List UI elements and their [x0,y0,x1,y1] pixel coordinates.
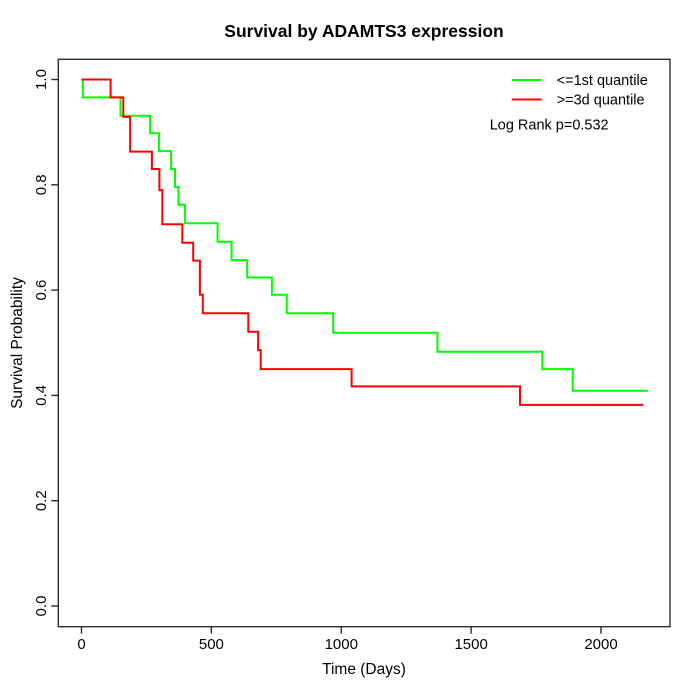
y-tick-label: 0.8 [33,174,50,195]
survival-curve-low-expression [81,78,649,392]
plot-area-border [57,58,671,628]
survival-curves [81,78,649,406]
x-tick-label: 2000 [584,636,617,653]
log-rank-p-value: Log Rank p=0.532 [490,118,609,134]
y-tick-label: 0.0 [33,596,50,617]
x-tick-label: 0 [77,636,85,653]
legend-entry-label: <=1st quantile [557,73,648,89]
y-tick-label: 0.6 [33,280,50,301]
x-tick-label: 1500 [454,636,487,653]
x-axis-ticks: 0 500 1000 1500 2000 [77,626,618,653]
legend-entry-label: >=3d quantile [557,93,645,109]
x-tick-label: 1000 [325,636,358,653]
y-tick-label: 1.0 [33,69,50,90]
chart-title: Survival by ADAMTS3 expression [224,21,503,41]
survival-curve-high-expression [81,78,644,406]
x-axis-label: Time (Days) [322,661,406,678]
y-axis-ticks: 0.0 0.2 0.4 0.6 0.8 1.0 [33,69,59,617]
y-tick-label: 0.2 [33,490,50,511]
legend: <=1st quantile >=3d quantile Log Rank p=0.… [490,73,648,134]
x-tick-label: 500 [199,636,224,653]
y-axis-label: Survival Probability [9,277,26,409]
y-tick-label: 0.4 [33,385,50,406]
